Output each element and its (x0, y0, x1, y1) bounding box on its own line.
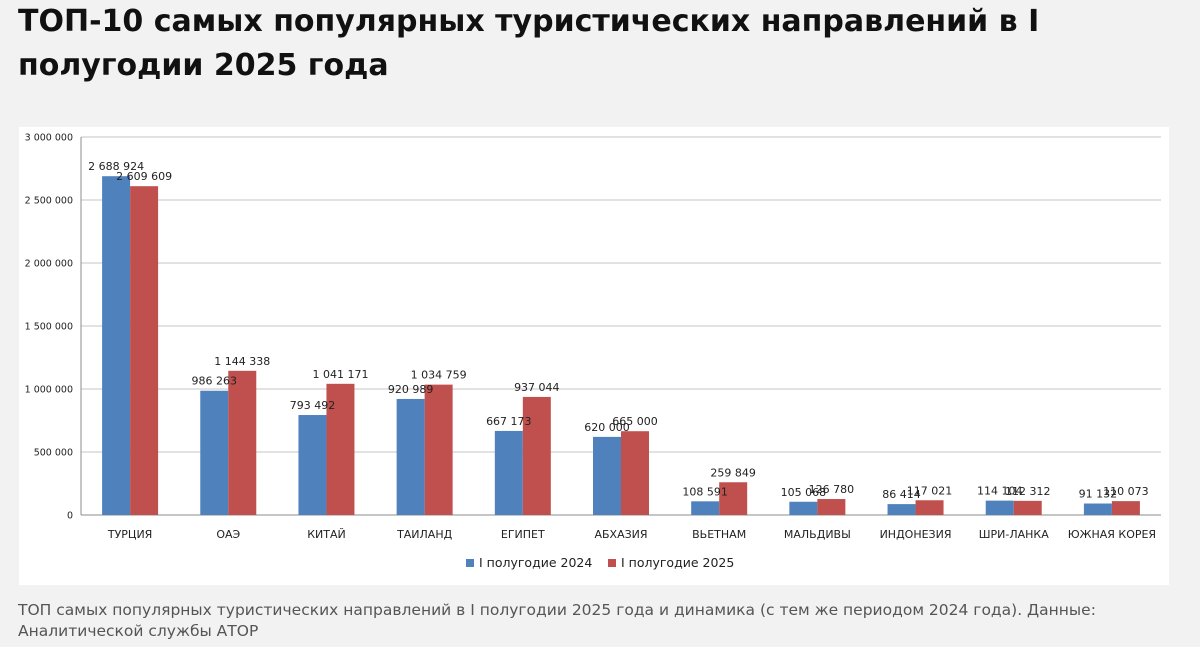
bar-chart: 0 500 000 1 000 000 1 500 000 2 000 000 2 500… (25, 133, 1161, 570)
bar (522, 396, 551, 515)
bar (298, 415, 327, 515)
data-label: 2 688 924 (88, 160, 144, 173)
category-label: ШРИ-ЛАНКА (979, 528, 1049, 541)
y-tick-label: 500 000 (34, 448, 73, 459)
data-label: 793 492 (290, 399, 336, 412)
category-label: КИТАЙ (307, 528, 346, 541)
bar (200, 390, 229, 515)
data-label: 1 041 171 (312, 368, 368, 381)
bar (1111, 501, 1140, 515)
legend-swatch (608, 559, 616, 567)
data-label: 667 173 (486, 415, 532, 428)
data-label: 2 609 609 (116, 170, 172, 183)
bar (789, 501, 818, 515)
category-label: ТАИЛАНД (396, 528, 453, 541)
bar (1083, 503, 1112, 515)
bar (985, 500, 1014, 515)
bars (102, 176, 1140, 516)
data-label: 117 021 (907, 484, 953, 497)
y-tick-label: 1 500 000 (25, 322, 73, 333)
bar (326, 383, 355, 515)
x-axis-categories: ТУРЦИЯ ОАЭ КИТАЙ ТАИЛАНД ЕГИПЕТ АБХАЗИЯ ВЬЕТНА… (107, 528, 1156, 541)
category-label: ВЬЕТНАМ (692, 528, 746, 541)
bar (228, 370, 257, 515)
category-label: ТУРЦИЯ (107, 528, 152, 541)
data-label: 114 104 (977, 485, 1023, 498)
category-label: АБХАЗИЯ (594, 528, 647, 541)
data-label: 91 132 (1079, 488, 1118, 501)
legend-swatch (466, 559, 474, 567)
data-label: 986 263 (192, 375, 238, 388)
y-tick-label: 2 000 000 (25, 259, 73, 270)
data-label: 86 414 (882, 488, 921, 501)
data-label: 620 000 (584, 421, 630, 434)
bar (691, 501, 720, 515)
category-label: ЕГИПЕТ (501, 528, 545, 541)
bar (915, 500, 944, 515)
bar (1013, 500, 1042, 515)
category-label: МАЛЬДИВЫ (784, 528, 851, 541)
bar (593, 436, 621, 515)
bar (424, 384, 453, 515)
data-label: 259 849 (710, 466, 756, 479)
bar (887, 504, 916, 515)
bar (719, 482, 748, 515)
data-label: 920 989 (388, 383, 434, 396)
y-tick-label: 2 500 000 (25, 196, 73, 207)
page-title: ТОП-10 самых популярных туристических на… (18, 4, 1040, 83)
y-tick-label: 0 (67, 511, 73, 522)
chart-panel: 0 500 000 1 000 000 1 500 000 2 000 000 2 500… (19, 127, 1169, 585)
data-label: 126 780 (809, 483, 855, 496)
category-label: ИНДОНЕЗИЯ (880, 528, 952, 541)
data-label: 1 034 759 (411, 369, 467, 382)
legend: I полугодие 2024 I полугодие 2025 (466, 555, 734, 570)
data-label: 937 044 (514, 381, 560, 394)
y-tick-label: 1 000 000 (25, 385, 73, 396)
bar (396, 398, 425, 515)
data-label: 105 068 (781, 486, 827, 499)
data-label: 110 073 (1103, 485, 1149, 498)
gridlines (80, 136, 1161, 516)
legend-label: I полугодие 2024 (479, 555, 592, 570)
data-label: 112 312 (1005, 485, 1051, 498)
bar (130, 186, 159, 515)
data-label: 665 000 (612, 415, 658, 428)
category-label: ОАЭ (216, 528, 240, 541)
data-label: 108 591 (682, 485, 728, 498)
bar (621, 431, 649, 515)
legend-label: I полугодие 2025 (621, 555, 734, 570)
bar (817, 499, 846, 515)
bar (102, 176, 131, 516)
bar (494, 430, 523, 515)
chart-caption: ТОП самых популярных туристических напра… (18, 601, 1096, 640)
y-tick-label: 3 000 000 (25, 133, 73, 144)
data-label: 1 144 338 (214, 355, 270, 368)
y-axis-ticks: 0 500 000 1 000 000 1 500 000 2 000 000 2 500… (25, 133, 73, 522)
category-label: ЮЖНАЯ КОРЕЯ (1068, 528, 1156, 541)
